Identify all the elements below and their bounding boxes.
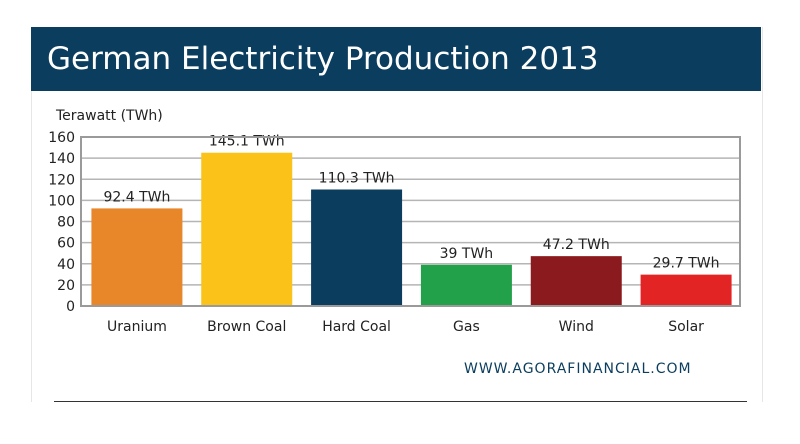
y-tick-label: 20 <box>57 278 75 294</box>
data-label: 92.4 TWh <box>103 189 170 205</box>
bar-uranium <box>91 208 183 306</box>
bottom-divider <box>54 401 747 402</box>
y-tick-label: 0 <box>66 299 75 315</box>
y-tick-label: 40 <box>57 257 75 273</box>
y-tick-label: 60 <box>57 236 75 252</box>
title-bar: German Electricity Production 2013 <box>31 27 761 91</box>
grid-layer <box>80 136 741 307</box>
x-tick-label: Wind <box>559 319 594 335</box>
y-tick-label: 140 <box>48 151 75 167</box>
data-label: 29.7 TWh <box>653 256 720 272</box>
bar-solar <box>640 274 732 306</box>
y-tick-label: 160 <box>48 130 75 146</box>
x-tick-label: Gas <box>453 319 480 335</box>
x-tick-label: Uranium <box>107 319 167 335</box>
data-label: 39 TWh <box>440 246 494 262</box>
y-tick-label: 120 <box>48 172 75 188</box>
x-tick-label: Hard Coal <box>322 319 391 335</box>
data-label: 47.2 TWh <box>543 237 610 253</box>
bar-brown-coal <box>201 152 293 306</box>
bar-wind <box>530 256 622 306</box>
data-label: 110.3 TWh <box>319 170 395 186</box>
x-tick-label: Brown Coal <box>207 319 286 335</box>
y-tick-label: 100 <box>48 193 75 209</box>
plot-border <box>80 136 741 307</box>
bars-layer <box>91 152 732 306</box>
bar-gas <box>420 264 512 306</box>
x-tick-label: Solar <box>668 319 704 335</box>
chart-title: German Electricity Production 2013 <box>47 41 599 77</box>
y-axis-label: Terawatt (TWh) <box>56 108 163 124</box>
source-url: WWW.AGORAFINANCIAL.COM <box>464 361 692 377</box>
bar-hard-coal <box>311 189 403 306</box>
y-tick-label: 80 <box>57 215 75 231</box>
